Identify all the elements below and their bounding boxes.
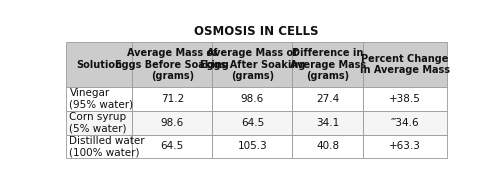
Text: Distilled water
(100% water): Distilled water (100% water) [70,136,145,157]
Text: 98.6: 98.6 [241,94,264,104]
Bar [212,42,292,87]
Bar [363,111,447,135]
Bar [132,42,212,87]
Bar [66,42,132,87]
Text: Average Mass of
Eggs Before Soaking
(grams): Average Mass of Eggs Before Soaking (gra… [116,48,230,81]
Bar [292,42,363,87]
Text: +63.3: +63.3 [389,142,421,151]
Text: 98.6: 98.6 [160,118,184,128]
Text: 34.1: 34.1 [316,118,340,128]
Bar [132,135,212,158]
Bar [292,87,363,111]
Text: 105.3: 105.3 [238,142,268,151]
Text: Difference in
Average Mass
(grams): Difference in Average Mass (grams) [290,48,366,81]
Bar [363,42,447,87]
Text: Corn syrup
(5% water): Corn syrup (5% water) [70,112,127,133]
Bar [292,111,363,135]
Text: 64.5: 64.5 [241,118,264,128]
Text: Percent Change
in Average Mass: Percent Change in Average Mass [360,54,450,75]
Bar [292,135,363,158]
Text: +38.5: +38.5 [389,94,421,104]
Text: Average Mass of
Eggs After Soaking
(grams): Average Mass of Eggs After Soaking (gram… [200,48,305,81]
Bar [132,87,212,111]
Text: 64.5: 64.5 [160,142,184,151]
Bar [212,87,292,111]
Text: ‴34.6: ‴34.6 [390,118,420,128]
Text: 27.4: 27.4 [316,94,340,104]
Bar [363,135,447,158]
Bar [212,111,292,135]
Bar [66,111,132,135]
Bar [132,111,212,135]
Bar [66,135,132,158]
Text: 71.2: 71.2 [160,94,184,104]
Text: OSMOSIS IN CELLS: OSMOSIS IN CELLS [194,25,318,38]
Bar [66,87,132,111]
Text: 40.8: 40.8 [316,142,340,151]
Bar [212,135,292,158]
Bar [363,87,447,111]
Text: Vinegar
(95% water): Vinegar (95% water) [70,89,134,110]
Text: Solution: Solution [76,60,122,70]
